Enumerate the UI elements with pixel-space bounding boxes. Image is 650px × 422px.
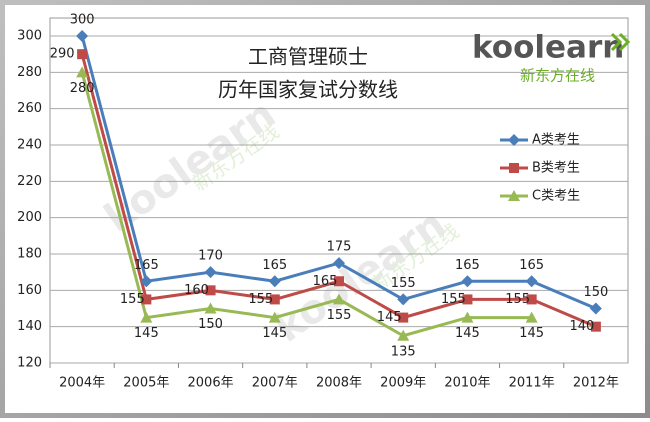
y-tick-label: 160 bbox=[17, 283, 42, 298]
point bbox=[204, 266, 217, 279]
data-label: 155 bbox=[120, 292, 145, 307]
point bbox=[590, 321, 601, 332]
point bbox=[333, 293, 345, 305]
legend-marker bbox=[508, 190, 520, 201]
plot-area bbox=[49, 17, 629, 364]
data-label: 145 bbox=[134, 326, 159, 341]
point bbox=[462, 294, 473, 305]
logo-tagline: 新东方在线 bbox=[520, 67, 595, 85]
y-tick-label: 260 bbox=[17, 101, 42, 116]
legend-label: C类考生 bbox=[532, 189, 580, 204]
legend-marker bbox=[508, 134, 520, 146]
point bbox=[589, 302, 602, 315]
data-label: 145 bbox=[377, 310, 402, 325]
data-label: 155 bbox=[391, 276, 416, 291]
point bbox=[461, 275, 474, 288]
y-tick-label: 280 bbox=[17, 65, 42, 80]
y-tick-label: 220 bbox=[17, 174, 42, 189]
data-label: 290 bbox=[50, 47, 75, 62]
data-label: 135 bbox=[391, 344, 416, 359]
data-label: 160 bbox=[184, 283, 209, 298]
data-label: 150 bbox=[583, 285, 608, 300]
chart-title: 工商管理硕士 bbox=[248, 45, 368, 69]
data-label: 140 bbox=[569, 319, 594, 334]
point bbox=[268, 311, 281, 323]
data-label: 155 bbox=[505, 292, 530, 307]
y-tick-label: 240 bbox=[17, 138, 42, 153]
data-label: 170 bbox=[198, 249, 223, 264]
legend-label: A类考生 bbox=[532, 133, 580, 148]
data-label: 155 bbox=[327, 308, 352, 323]
point bbox=[141, 294, 152, 305]
point bbox=[397, 329, 410, 341]
x-tick-label: 2005年 bbox=[123, 376, 169, 391]
data-label: 175 bbox=[327, 240, 352, 255]
data-label: 300 bbox=[70, 13, 95, 28]
data-label: 280 bbox=[70, 81, 95, 96]
legend-label: B类考生 bbox=[532, 161, 580, 176]
point bbox=[76, 30, 89, 42]
y-tick-label: 200 bbox=[17, 210, 42, 225]
x-tick-label: 2011年 bbox=[509, 376, 555, 391]
y-tick-label: 120 bbox=[17, 356, 42, 371]
point bbox=[76, 66, 89, 78]
point bbox=[398, 312, 409, 323]
data-label: 165 bbox=[313, 274, 338, 289]
point bbox=[268, 275, 281, 288]
y-tick-label: 180 bbox=[17, 247, 42, 262]
logo-brand: koolearn bbox=[472, 30, 624, 66]
point bbox=[77, 49, 88, 60]
point bbox=[334, 276, 344, 287]
data-label: 155 bbox=[248, 292, 273, 307]
chart-subtitle: 历年国家复试分数线 bbox=[218, 78, 398, 102]
y-tick-label: 300 bbox=[17, 29, 42, 44]
point bbox=[205, 285, 216, 296]
point bbox=[140, 311, 153, 323]
legend-marker bbox=[509, 163, 519, 173]
series-line bbox=[80, 71, 532, 338]
data-label: 165 bbox=[262, 258, 287, 273]
data-label: 155 bbox=[441, 292, 466, 307]
logo-icon bbox=[610, 32, 631, 52]
point bbox=[461, 311, 474, 323]
x-tick-label: 2012年 bbox=[573, 376, 619, 391]
x-tick-label: 2009年 bbox=[380, 376, 426, 391]
data-label: 145 bbox=[262, 326, 287, 341]
point bbox=[269, 294, 280, 305]
data-label: 165 bbox=[455, 258, 480, 273]
data-label: 165 bbox=[134, 258, 159, 273]
data-label: 165 bbox=[519, 258, 544, 273]
point bbox=[397, 293, 410, 306]
x-tick-label: 2006年 bbox=[188, 376, 234, 391]
point bbox=[525, 275, 538, 288]
point bbox=[525, 311, 538, 323]
point bbox=[526, 294, 537, 305]
data-label: 150 bbox=[198, 317, 223, 332]
point bbox=[333, 257, 345, 270]
x-tick-label: 2008年 bbox=[316, 376, 362, 391]
point bbox=[204, 302, 217, 314]
y-tick-label: 140 bbox=[17, 319, 42, 334]
point bbox=[140, 275, 153, 288]
x-tick-label: 2004年 bbox=[59, 376, 105, 391]
x-tick-label: 2010年 bbox=[444, 376, 490, 391]
data-label: 145 bbox=[519, 326, 544, 341]
x-tick-label: 2007年 bbox=[252, 376, 298, 391]
data-label: 145 bbox=[455, 326, 480, 341]
